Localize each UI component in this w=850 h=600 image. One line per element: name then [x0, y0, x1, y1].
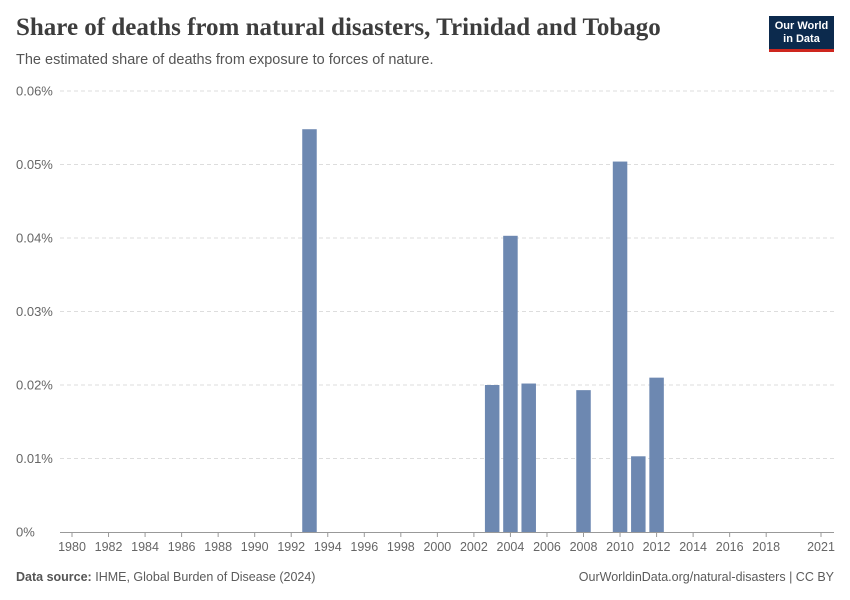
data-source-text[interactable]: IHME, Global Burden of Disease (2024): [95, 570, 316, 584]
x-tick-label: 2006: [533, 540, 561, 554]
bar-2008[interactable]: [576, 390, 591, 532]
y-tick-label: 0.06%: [16, 84, 53, 99]
x-tick-label: 1984: [131, 540, 159, 554]
x-tick-label: 2012: [643, 540, 671, 554]
bar-2003[interactable]: [484, 385, 500, 532]
x-tick-label: 1988: [204, 540, 232, 554]
logo-line-1: Our World: [774, 20, 829, 32]
x-tick-label: 1980: [58, 540, 86, 554]
bar-2010[interactable]: [612, 161, 628, 532]
bar-2012[interactable]: [649, 377, 664, 532]
bar-2005[interactable]: [521, 383, 536, 532]
data-source: Data source: IHME, Global Burden of Dise…: [16, 570, 315, 584]
x-tick-label: 1994: [314, 540, 342, 554]
x-tick-label: 2018: [752, 540, 780, 554]
bar-2011[interactable]: [631, 456, 646, 532]
bar-2004[interactable]: [503, 235, 518, 533]
y-tick-label: 0.02%: [16, 378, 53, 393]
x-tick-label: 2010: [606, 540, 634, 554]
data-source-label: Data source:: [16, 570, 92, 584]
owid-logo[interactable]: Our World in Data: [769, 16, 834, 52]
x-tick-label: 2004: [497, 540, 525, 554]
x-tick-label: 2002: [460, 540, 488, 554]
x-tick-label: 1990: [241, 540, 269, 554]
axis-layer: 0% 0.01% 0.02% 0.03% 0.04% 0.05% 0.06% 1980 1982…: [16, 84, 835, 555]
x-tick-label: 1982: [95, 540, 123, 554]
chart-title: Share of deaths from natural disasters, …: [16, 14, 661, 41]
x-tick-label: 2016: [716, 540, 744, 554]
source-link[interactable]: OurWorldinData.org/natural-disasters | C…: [578, 570, 834, 584]
y-tick-label: 0.05%: [16, 157, 53, 172]
bars-layer: [302, 129, 664, 533]
y-tick-label: 0.03%: [16, 304, 53, 319]
x-tick-label: 1996: [350, 540, 378, 554]
x-tick-label: 2014: [679, 540, 707, 554]
x-tick-label: 2000: [423, 540, 451, 554]
logo-line-2: in Data: [783, 33, 820, 45]
x-tick-label: 1986: [168, 540, 196, 554]
x-tick-label: 2008: [570, 540, 598, 554]
grid-layer: [60, 90, 834, 459]
y-tick-label: 0%: [16, 525, 35, 540]
chart-subtitle: The estimated share of deaths from expos…: [16, 52, 434, 68]
x-tick-label: 2021: [807, 540, 835, 554]
y-tick-label: 0.04%: [16, 231, 53, 246]
x-tick-label: 1992: [277, 540, 305, 554]
y-tick-label: 0.01%: [16, 451, 53, 466]
bar-1993[interactable]: [302, 129, 317, 532]
x-tick-label: 1998: [387, 540, 415, 554]
